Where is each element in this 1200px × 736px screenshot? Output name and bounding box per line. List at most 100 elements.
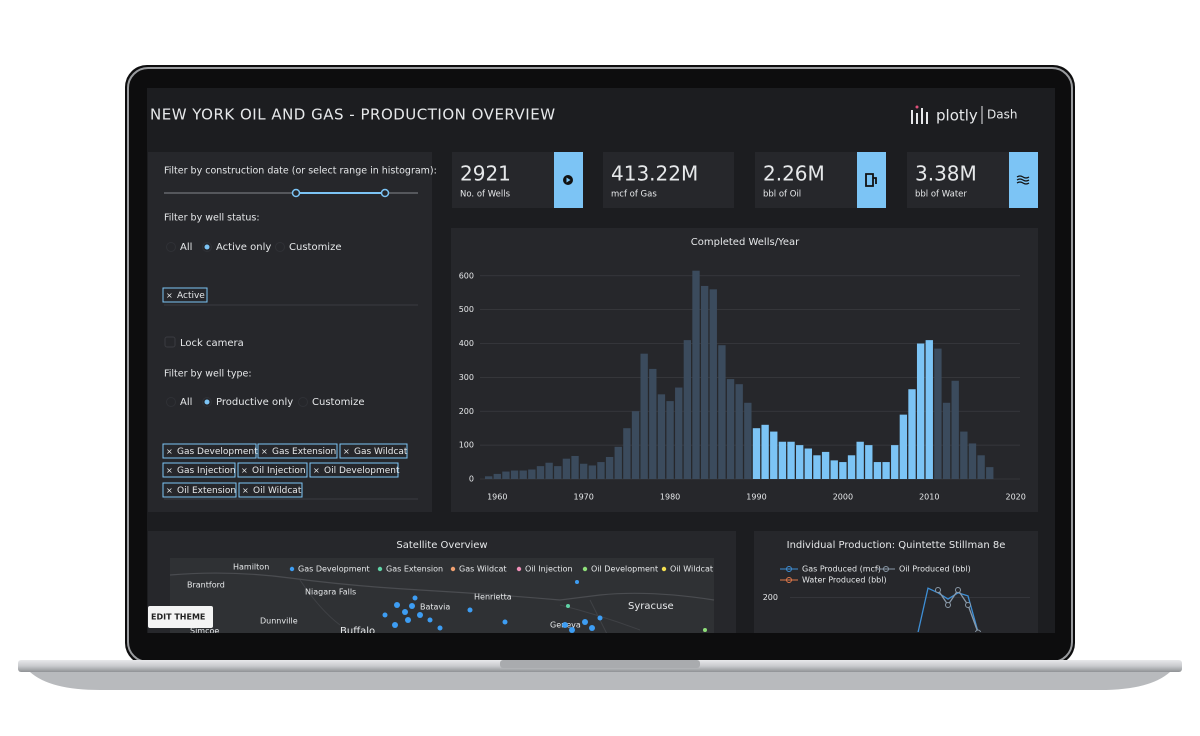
bar[interactable] bbox=[605, 456, 614, 479]
place-label: Batavia bbox=[420, 603, 450, 612]
bar[interactable] bbox=[986, 467, 994, 479]
bar[interactable] bbox=[934, 348, 942, 479]
bar[interactable] bbox=[675, 387, 683, 479]
bar[interactable] bbox=[692, 270, 700, 479]
tag-label: Active bbox=[177, 291, 205, 301]
bar[interactable] bbox=[839, 462, 847, 479]
bar[interactable] bbox=[787, 441, 795, 479]
bar[interactable] bbox=[640, 353, 648, 479]
icon bbox=[865, 173, 877, 187]
bar[interactable] bbox=[554, 466, 562, 479]
screen: NEW YORK OIL AND GAS - PRODUCTION OVERVI… bbox=[147, 88, 1055, 633]
stat-value: 413.22M bbox=[611, 162, 698, 186]
place-label: Henrietta bbox=[474, 593, 512, 602]
bar[interactable] bbox=[821, 451, 830, 479]
bar[interactable] bbox=[528, 469, 536, 479]
bar[interactable] bbox=[908, 389, 916, 479]
legend-swatch bbox=[661, 566, 667, 572]
bar[interactable] bbox=[493, 473, 501, 479]
radio[interactable] bbox=[166, 397, 176, 407]
bar[interactable] bbox=[700, 285, 709, 479]
bar[interactable] bbox=[891, 445, 899, 479]
bar[interactable] bbox=[597, 462, 605, 479]
bar[interactable] bbox=[614, 446, 622, 479]
tag[interactable] bbox=[162, 482, 237, 498]
tag[interactable] bbox=[237, 462, 308, 478]
bar[interactable] bbox=[830, 460, 838, 479]
bar[interactable] bbox=[588, 465, 596, 479]
bar[interactable] bbox=[510, 470, 519, 479]
bar[interactable] bbox=[770, 431, 778, 479]
radio[interactable] bbox=[275, 242, 285, 252]
bar[interactable] bbox=[484, 476, 493, 479]
checkbox[interactable] bbox=[164, 336, 176, 348]
radio[interactable] bbox=[298, 397, 308, 407]
bar[interactable] bbox=[580, 463, 588, 479]
bar[interactable] bbox=[856, 441, 864, 479]
bar[interactable] bbox=[735, 384, 743, 479]
bar[interactable] bbox=[726, 379, 735, 479]
bar[interactable] bbox=[752, 428, 761, 479]
slider-handle[interactable] bbox=[380, 188, 390, 198]
radio-label: Customize bbox=[312, 397, 365, 408]
stat-value: 2.26M bbox=[763, 162, 825, 186]
bar[interactable] bbox=[873, 462, 882, 479]
bar[interactable] bbox=[502, 471, 510, 479]
stat-value: 2921 bbox=[460, 162, 511, 186]
bar[interactable] bbox=[847, 455, 856, 479]
bar[interactable] bbox=[631, 411, 640, 479]
icon bbox=[566, 177, 571, 183]
bar[interactable] bbox=[813, 455, 821, 479]
tag[interactable] bbox=[162, 462, 236, 478]
bar[interactable] bbox=[865, 445, 873, 479]
well-point bbox=[392, 622, 398, 628]
status-tags: × Active bbox=[162, 287, 208, 303]
bar[interactable] bbox=[925, 340, 933, 479]
bar[interactable] bbox=[882, 462, 890, 479]
production-panel bbox=[754, 531, 1038, 633]
legend-marker bbox=[786, 566, 792, 572]
bar[interactable] bbox=[709, 289, 717, 479]
tag[interactable] bbox=[238, 482, 303, 498]
bar[interactable] bbox=[649, 368, 657, 479]
bar[interactable] bbox=[744, 402, 752, 479]
bar[interactable] bbox=[761, 424, 769, 479]
bar[interactable] bbox=[562, 458, 571, 479]
legend-swatch bbox=[450, 566, 456, 572]
edit-theme-button[interactable] bbox=[148, 606, 213, 628]
radio-dot bbox=[204, 244, 210, 250]
radio[interactable] bbox=[166, 242, 176, 252]
bar[interactable] bbox=[778, 441, 787, 479]
bar[interactable] bbox=[571, 455, 579, 479]
bar[interactable] bbox=[718, 345, 726, 479]
y-tick-label: 100 bbox=[459, 441, 474, 450]
tag[interactable] bbox=[162, 287, 208, 303]
bar[interactable] bbox=[657, 394, 666, 479]
bar[interactable] bbox=[545, 462, 553, 479]
tag[interactable] bbox=[339, 443, 408, 459]
bar[interactable] bbox=[916, 343, 925, 479]
bar[interactable] bbox=[960, 431, 968, 479]
well-points bbox=[382, 580, 603, 633]
bar[interactable] bbox=[977, 455, 985, 479]
bar[interactable] bbox=[796, 445, 804, 479]
bar[interactable] bbox=[804, 448, 812, 479]
tag[interactable] bbox=[257, 443, 338, 459]
tag[interactable] bbox=[309, 462, 399, 478]
bar[interactable] bbox=[536, 466, 545, 479]
well-point bbox=[402, 609, 408, 615]
bar[interactable] bbox=[942, 402, 951, 479]
bar[interactable] bbox=[666, 401, 674, 479]
bar[interactable] bbox=[519, 470, 527, 479]
series bbox=[917, 587, 979, 632]
bar[interactable] bbox=[683, 340, 692, 479]
legend-swatch bbox=[582, 566, 588, 572]
bar[interactable] bbox=[951, 380, 959, 479]
tag-label: Oil Extension bbox=[177, 486, 236, 496]
bar[interactable] bbox=[623, 428, 631, 479]
bar[interactable] bbox=[968, 443, 977, 479]
slider-handle[interactable] bbox=[291, 188, 301, 198]
tag[interactable] bbox=[162, 443, 257, 459]
bar[interactable] bbox=[899, 414, 908, 479]
production-chart: 200 Gas Produced (mcf) Oil Produced (bbl) W… bbox=[763, 565, 1030, 632]
